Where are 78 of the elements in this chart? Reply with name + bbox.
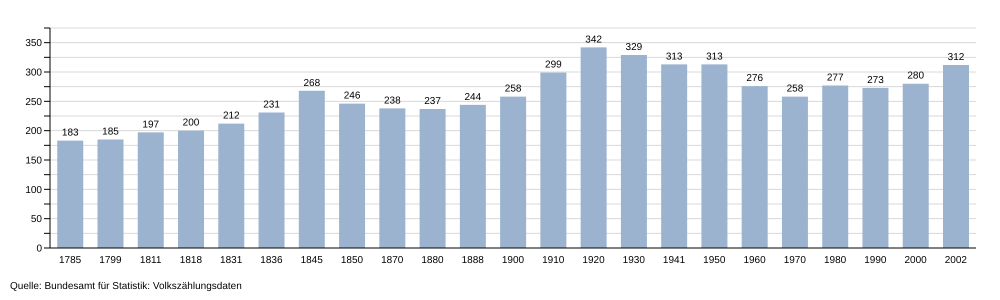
bar (902, 84, 929, 248)
x-tick-label: 1920 (582, 255, 606, 266)
bar (339, 104, 366, 248)
bar (620, 54, 647, 248)
data-label: 258 (504, 84, 522, 95)
bar (57, 140, 84, 248)
x-tick-label: 1990 (864, 255, 887, 266)
x-tick-label: 1900 (502, 255, 525, 266)
x-tick-label: 1836 (260, 255, 283, 266)
y-tick-label: 350 (25, 38, 42, 50)
y-tick-label: 50 (30, 214, 42, 226)
y-tick-label: 200 (25, 126, 42, 138)
data-label: 329 (626, 42, 643, 53)
bar (822, 85, 848, 248)
data-label: 246 (344, 90, 361, 102)
bar (862, 88, 888, 248)
x-tick-label: 2002 (944, 255, 968, 266)
bar (580, 47, 607, 248)
data-label: 313 (666, 51, 683, 62)
bar (500, 96, 526, 248)
data-label: 342 (585, 34, 602, 46)
y-tick-label: 0 (36, 244, 42, 255)
x-tick-label: 1980 (824, 255, 847, 266)
x-tick-label: 1799 (99, 255, 122, 266)
data-label: 185 (102, 126, 120, 138)
x-tick-label: 1811 (140, 255, 162, 266)
x-tick-label: 1850 (340, 255, 364, 266)
data-label: 237 (424, 96, 442, 107)
data-label: 299 (545, 60, 562, 71)
bar (661, 64, 688, 248)
data-label: 238 (384, 95, 402, 106)
x-tick-label: 1941 (662, 255, 686, 266)
x-tick-label: 1870 (381, 255, 404, 266)
bar (178, 130, 204, 248)
bar (460, 104, 486, 248)
bar (701, 64, 728, 248)
y-tick-label: 100 (25, 184, 42, 196)
bar (420, 108, 446, 248)
source-note: Quelle: Bundesamt für Statistik: Volkszählungsdaten (10, 281, 242, 292)
x-tick-label: 1888 (462, 255, 484, 266)
bar (379, 108, 406, 248)
data-label: 197 (142, 119, 160, 130)
x-tick-label: 2000 (904, 255, 928, 266)
data-label: 212 (222, 110, 240, 122)
bar (258, 112, 285, 248)
x-tick-label: 1831 (220, 255, 243, 266)
x-tick-label: 1845 (300, 255, 324, 266)
x-tick-label: 1950 (703, 255, 726, 266)
y-tick-label: 250 (25, 96, 42, 108)
y-tick-label: 300 (25, 68, 42, 79)
bar (98, 139, 124, 248)
data-label: 183 (62, 128, 80, 139)
x-tick-label: 1785 (59, 255, 82, 266)
x-tick-label: 1960 (743, 255, 766, 266)
x-tick-label: 1970 (784, 255, 806, 266)
data-label: 273 (867, 74, 884, 86)
data-label: 312 (948, 52, 965, 63)
bar (298, 90, 325, 248)
data-label: 258 (786, 84, 804, 95)
x-tick-label: 1910 (542, 255, 565, 266)
bar (138, 132, 164, 248)
data-label: 244 (464, 92, 482, 103)
bar (540, 72, 566, 248)
x-tick-label: 1818 (180, 255, 202, 266)
data-label: 277 (826, 72, 844, 84)
bar (782, 96, 808, 248)
data-label: 313 (706, 51, 724, 62)
data-label: 268 (303, 78, 321, 89)
x-tick-label: 1930 (622, 255, 646, 266)
x-tick-label: 1880 (421, 255, 444, 266)
data-label: 280 (907, 70, 925, 82)
data-label: 200 (182, 118, 200, 129)
data-label: 276 (746, 73, 764, 84)
bar (742, 86, 768, 248)
bar (218, 124, 244, 248)
data-label: 231 (263, 99, 280, 110)
bar (942, 64, 969, 248)
y-tick-label: 150 (25, 156, 42, 167)
